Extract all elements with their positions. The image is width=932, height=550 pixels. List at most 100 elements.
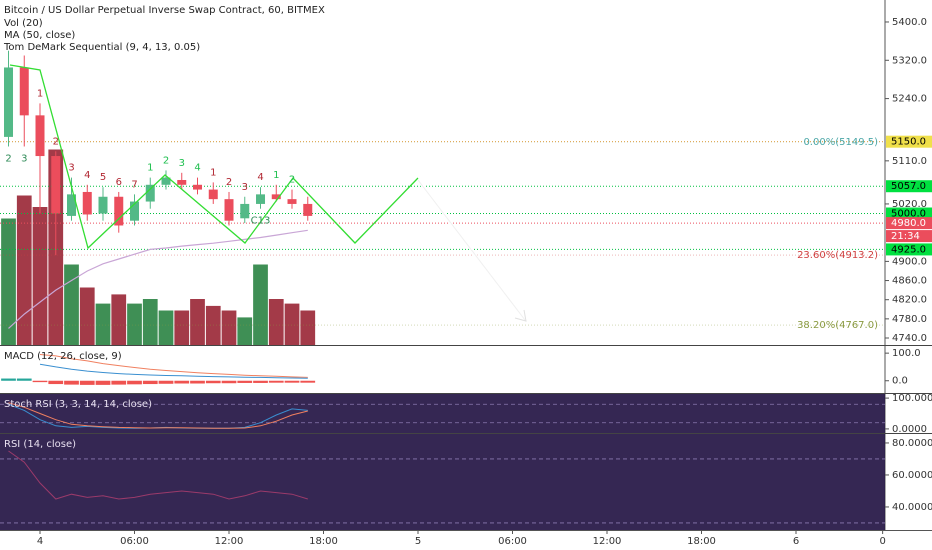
td-label: 2 [226, 177, 232, 188]
candle-body [161, 177, 171, 185]
macd-histogram-bar [284, 380, 300, 383]
indicator-line [39, 354, 308, 378]
fib-label: 0.00%(5149.5) [803, 137, 878, 148]
y-tick-label: 5020.0 [892, 199, 927, 210]
price-label: 5057.0 [891, 181, 926, 192]
macd-histogram-bar [16, 378, 32, 381]
candle-body [67, 194, 77, 216]
price-label-box [886, 135, 932, 148]
y-tick-label: 4860.0 [892, 276, 927, 287]
price-label-box [886, 180, 932, 193]
y-tick-label: 80.0000 [892, 438, 932, 449]
candle-body [145, 184, 155, 202]
candle-body [208, 189, 218, 200]
td-label: 3 [21, 153, 27, 164]
candle-body [256, 194, 266, 204]
x-tick-label: 06:00 [498, 536, 527, 547]
x-tick-label: 18:00 [687, 536, 716, 547]
td-label: 2 [5, 153, 11, 164]
volume-bar [190, 299, 205, 345]
countdown-label: 21:34 [891, 231, 920, 242]
td-label: 1 [273, 170, 279, 181]
price-label-box [886, 217, 932, 230]
price-label-box [886, 243, 932, 256]
candle-body [4, 67, 14, 137]
pane-title: Stoch RSI (3, 3, 14, 14, close) [4, 399, 152, 410]
volume-bar [16, 195, 32, 345]
indicator-label: Tom DeMark Sequential (9, 4, 13, 0.05) [3, 42, 200, 53]
y-tick-label: 5110.0 [892, 156, 927, 167]
y-tick-label: 5400.0 [892, 17, 927, 28]
volume-bar [79, 287, 95, 345]
fib-label: 38.20%(4767.0) [797, 320, 878, 331]
candle-body [82, 191, 92, 215]
candle-body [303, 203, 313, 216]
candle-body [271, 194, 281, 200]
td-label: 3 [179, 158, 185, 169]
x-tick-label: 12:00 [215, 536, 244, 547]
y-tick-label: 0.0000 [892, 424, 927, 435]
candle-body [35, 115, 45, 157]
td-label: 7 [131, 179, 137, 190]
macd-histogram-bar [237, 380, 253, 383]
y-tick-label: 4900.0 [892, 256, 927, 267]
panes [0, 0, 932, 531]
candle-body [51, 156, 61, 214]
macd-histogram-bar [79, 380, 95, 385]
ma-line [8, 229, 308, 329]
volume-bar [221, 310, 237, 345]
y-tick-label: 4820.0 [892, 295, 927, 306]
pane-background [0, 434, 885, 530]
y-tick-label: 4780.0 [892, 314, 927, 325]
macd-histogram-bar [221, 380, 237, 384]
macd-histogram-bar [127, 380, 142, 385]
macd-histogram-bar [142, 380, 158, 385]
macd-histogram-bar [300, 380, 316, 383]
candle-body [130, 201, 140, 221]
fib-label: 23.60%(4913.2) [797, 250, 878, 261]
volume-bar [284, 303, 300, 345]
td-label: 4 [84, 170, 90, 181]
td-label: 2 [289, 175, 295, 186]
symbol-title: Bitcoin / US Dollar Perpetual Inverse Sw… [4, 5, 325, 16]
price-label: 4925.0 [891, 244, 926, 255]
arrow-head [514, 309, 527, 322]
y-tick-label: 5240.0 [892, 94, 927, 105]
macd-histogram-bar [205, 380, 221, 384]
macd-histogram-bar [190, 380, 205, 384]
x-tick-label: 5 [415, 536, 421, 547]
y-tick-label: 40.0000 [892, 502, 932, 513]
x-tick-label: 18:00 [309, 536, 338, 547]
indicator-label: MA (50, close) [4, 30, 75, 41]
price-label: 5150.0 [891, 137, 926, 148]
td-label: C13 [251, 216, 271, 227]
volume-bar [253, 264, 268, 345]
volume-bar [300, 310, 316, 345]
marks [0, 50, 885, 500]
candle-body [224, 199, 234, 221]
indicator-label: Vol (20) [4, 18, 43, 29]
td-label: 2 [163, 155, 169, 166]
x-tick-label: 4 [37, 536, 43, 547]
volume-bar [127, 303, 142, 345]
pane-title: RSI (14, close) [4, 439, 76, 450]
macd-histogram-bar [111, 380, 127, 385]
pane-title: MACD (12, 26, close, 9) [4, 351, 122, 362]
y-tick-label: 60.0000 [892, 470, 932, 481]
td-label: 3 [242, 182, 248, 193]
volume-bar [237, 317, 253, 345]
candle-body [98, 196, 108, 214]
candle-body [240, 203, 250, 219]
candle-body [114, 196, 124, 226]
candle-body [287, 199, 297, 204]
price-label-box [886, 207, 932, 220]
td-label: 2 [53, 136, 59, 147]
y-tick-label: 100.0000 [892, 393, 932, 404]
volume-bar [268, 299, 284, 345]
candle-body [177, 179, 187, 185]
volume-bar [174, 310, 190, 345]
x-tick-label: 06:00 [120, 536, 149, 547]
volume-bar [111, 294, 127, 345]
td-label: 1 [210, 167, 216, 178]
